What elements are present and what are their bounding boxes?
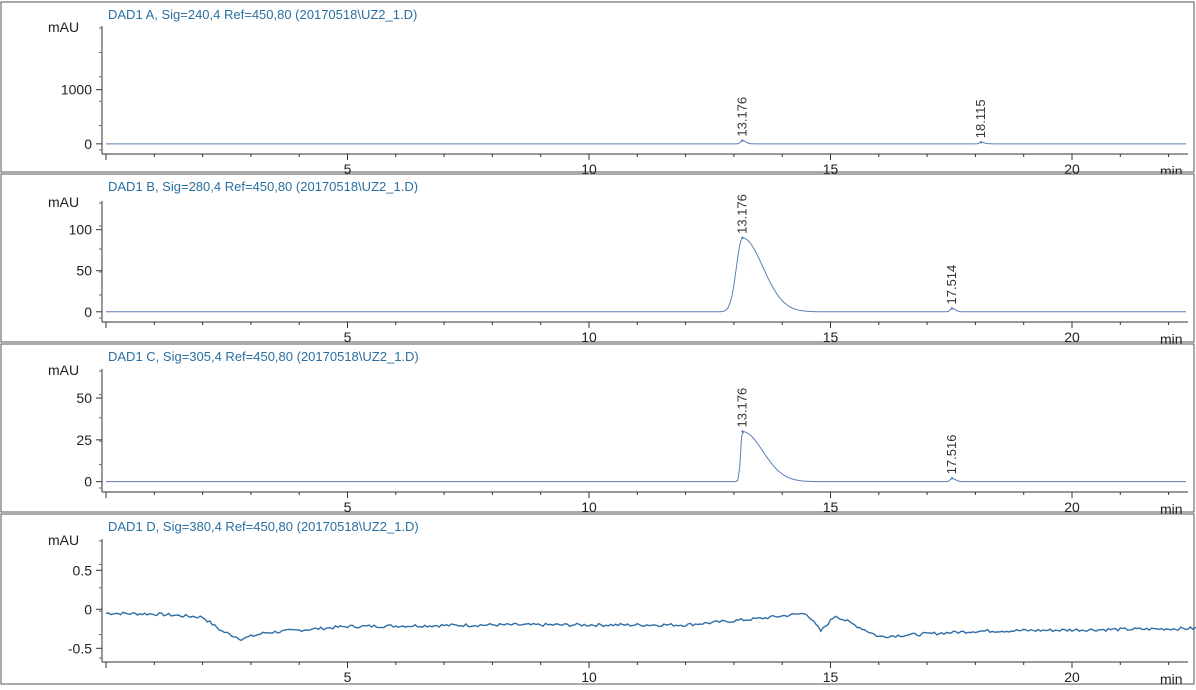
panel-0: DAD1 A, Sig=240,4 Ref=450,80 (20170518\U… (0, 1, 1195, 179)
peak-label: 17.516 (944, 435, 959, 475)
y-tick-label: 50 (76, 390, 92, 406)
panel-title: DAD1 C, Sig=305,4 Ref=450,80 (20170518\U… (108, 349, 419, 364)
peak-marker (950, 307, 954, 310)
y-tick-label: -0.5 (68, 640, 92, 656)
y-tick-label: 1000 (61, 82, 92, 98)
y-tick-label: 0 (84, 136, 92, 152)
panel-border (0, 1, 1195, 173)
peak-label: 17.514 (944, 265, 959, 305)
peak-label: 18.115 (973, 99, 988, 138)
signal-trace (106, 140, 1186, 145)
y-tick-label: 0 (84, 304, 92, 320)
signal-trace (106, 431, 1186, 483)
x-tick-label: 5 (344, 499, 352, 515)
y-axis-unit: mAU (48, 19, 79, 35)
signal-trace (106, 237, 1186, 313)
y-tick-label: 100 (69, 222, 93, 238)
x-tick-label: 20 (1064, 669, 1080, 685)
x-tick-label: 5 (344, 329, 352, 345)
peak-marker (741, 139, 744, 142)
x-tick-label: 20 (1064, 161, 1080, 177)
peak-marker (741, 430, 744, 433)
y-tick-label: 50 (76, 263, 92, 279)
x-axis-unit: min (1160, 501, 1183, 517)
peak-marker (950, 477, 954, 480)
x-tick-label: 10 (581, 329, 597, 345)
x-tick-label: 15 (823, 329, 839, 345)
x-tick-label: 15 (823, 161, 839, 177)
y-tick-label: 0 (84, 601, 92, 617)
peak-marker (741, 236, 744, 240)
panel-title: DAD1 B, Sig=280,4 Ref=450,80 (20170518\U… (108, 179, 418, 194)
panel-border (0, 513, 1195, 685)
peak-label: 13.176 (734, 97, 749, 137)
y-axis-unit: mAU (48, 532, 79, 548)
y-axis-unit: mAU (48, 194, 79, 210)
x-axis-unit: min (1160, 671, 1183, 687)
peak-label: 13.176 (734, 388, 749, 428)
signal-trace (105, 611, 1196, 642)
x-tick-label: 15 (823, 499, 839, 515)
peak-label: 13.176 (734, 194, 749, 234)
x-tick-label: 20 (1064, 329, 1080, 345)
y-axis-unit: mAU (48, 362, 79, 378)
panel-1: DAD1 B, Sig=280,4 Ref=450,80 (20170518\U… (0, 173, 1195, 347)
x-tick-label: 5 (344, 669, 352, 685)
x-tick-label: 10 (581, 499, 597, 515)
x-tick-label: 10 (581, 161, 597, 177)
peak-marker (979, 141, 983, 144)
panel-title: DAD1 A, Sig=240,4 Ref=450,80 (20170518\U… (108, 7, 417, 22)
panel-2: DAD1 C, Sig=305,4 Ref=450,80 (20170518\U… (0, 343, 1195, 517)
y-tick-label: 0 (84, 474, 92, 490)
x-tick-label: 20 (1064, 499, 1080, 515)
panel-title: DAD1 D, Sig=380,4 Ref=450,80 (20170518\U… (108, 519, 419, 534)
y-tick-label: 0.5 (73, 562, 93, 578)
x-tick-label: 10 (581, 669, 597, 685)
y-tick-label: 25 (76, 432, 92, 448)
panel-3: DAD1 D, Sig=380,4 Ref=450,80 (20170518\U… (0, 513, 1196, 687)
x-tick-label: 15 (823, 669, 839, 685)
x-tick-label: 5 (344, 161, 352, 177)
panel-border (0, 173, 1195, 343)
x-axis-unit: min (1160, 331, 1183, 347)
panel-border (0, 343, 1195, 513)
